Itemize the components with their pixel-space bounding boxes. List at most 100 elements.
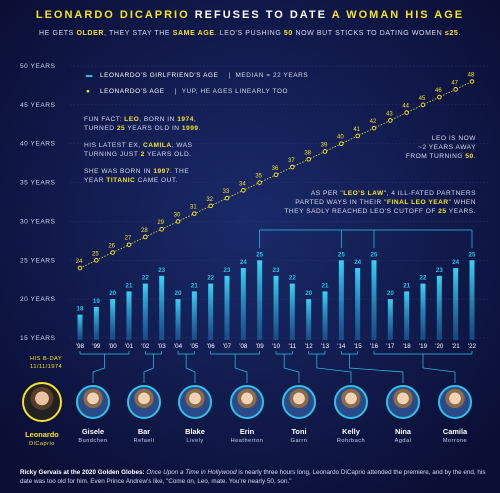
gf-bar [240, 268, 246, 340]
gf-value-label: 21 [191, 282, 198, 289]
dot-legend-icon: ● [86, 88, 91, 95]
leo-age-line: 24 25 26 27 28 29 30 31 32 33 34 35 36 37 38 39 40 41 42 43… [76, 73, 475, 271]
x-tick-label: '06 [207, 343, 216, 350]
person-bar: Bar Refaeli [117, 385, 171, 444]
gf-value-label: 18 [77, 306, 84, 313]
avatar [386, 385, 420, 419]
leo-age-label: 41 [353, 127, 360, 133]
leo-age-point [175, 219, 181, 224]
leo-age-point [77, 265, 83, 271]
avatar [438, 385, 472, 419]
leo-age-label: 35 [255, 174, 262, 180]
person-gisele: Gisele Bundchen [66, 385, 120, 444]
gf-value-label: 23 [158, 267, 165, 274]
gf-bar [126, 291, 132, 340]
y-tick-label: 50 YEARS [20, 63, 56, 70]
leo-age-label: 38 [304, 150, 311, 156]
gf-bar [453, 268, 459, 340]
avatar [127, 385, 161, 419]
gf-bar [289, 283, 295, 340]
annotation-titanic: SHE WAS BORN IN 1997. THE YEAR TITANIC C… [84, 168, 190, 184]
gf-bar [142, 283, 148, 340]
x-tick-label: '19 [419, 343, 428, 350]
connector-drop [283, 354, 300, 383]
leo-age-label: 46 [435, 88, 442, 94]
y-tick-label: 45 YEARS [20, 102, 56, 109]
annotation-leo-born: FUN FACT: LEO, BORN IN 1974, TURNED 25 Y… [84, 116, 201, 132]
annotation-leos-law: AS PER "LEO'S LAW", 4 ILL-FATED PARTNERS… [284, 190, 476, 215]
x-tick-label: '12 [305, 343, 314, 350]
leo-age-point [355, 133, 360, 139]
leo-age-point [437, 94, 442, 100]
y-tick-label: 35 YEARS [20, 180, 56, 187]
person-leonardo: Leonardo DiCaprio [15, 382, 69, 447]
leo-age-point [143, 234, 148, 240]
gf-value-label: 25 [256, 251, 263, 258]
connector-drop [143, 354, 154, 383]
leo-age-point [126, 242, 132, 248]
gf-bar [175, 299, 181, 340]
annotation-camila: HIS LATEST EX, CAMILA, WAS TURNING JUST … [84, 142, 193, 158]
connector-drop [92, 354, 105, 383]
leo-age-point [273, 172, 279, 178]
gf-value-label: 20 [109, 290, 116, 297]
partner-connectors [79, 351, 473, 383]
leo-age-label: 31 [190, 205, 197, 211]
bar-legend-icon: ▬ [86, 72, 93, 79]
leo-age-label: 27 [125, 236, 132, 242]
annotation-leo-now: LEO IS NOW ~2 YEARS AWAY FROM TURNING 50… [405, 135, 476, 160]
leo-age-label: 47 [451, 80, 458, 86]
x-tick-label: '09 [256, 343, 265, 350]
gf-bar [273, 275, 279, 340]
y-tick-label: 30 YEARS [20, 218, 56, 225]
gf-value-label: 20 [305, 290, 312, 297]
connector-drop [349, 354, 404, 383]
x-tick-label: '10 [272, 343, 281, 350]
gf-bar [338, 260, 344, 340]
gf-value-label: 22 [420, 275, 427, 282]
x-tick-label: '20 [435, 343, 444, 350]
y-tick-label: 40 YEARS [20, 141, 56, 148]
leo-age-point [110, 250, 115, 255]
gf-value-label: 22 [142, 275, 149, 282]
leo-age-point [290, 164, 295, 170]
connector-drop [422, 354, 456, 383]
leo-age-label: 40 [337, 135, 344, 141]
gf-value-label: 22 [207, 275, 214, 282]
avatar [76, 385, 110, 419]
leo-age-label: 25 [92, 251, 99, 257]
leo-age-label: 28 [141, 228, 148, 234]
x-tick-label: '11 [289, 343, 297, 350]
avatar [334, 385, 368, 419]
leo-age-point [322, 149, 328, 154]
x-tick-label: '05 [190, 343, 199, 350]
x-tick-label: '04 [174, 343, 183, 350]
gf-bar [355, 268, 361, 340]
leo-age-point [306, 156, 311, 162]
x-tick-labels: '98 '99 '00 '01 '02 '03 '04 '05 '06 '07 '08 '09 '10 '… [76, 343, 477, 350]
leo-age-label: 26 [108, 244, 115, 250]
person-nina: Nina Agdal [376, 385, 430, 444]
gf-bar [257, 260, 263, 340]
x-tick-label: '03 [158, 343, 167, 350]
gf-bar [159, 275, 165, 340]
gf-value-label: 21 [403, 282, 410, 289]
gf-bar [322, 291, 328, 340]
person-kelly: Kelly Rohrbach [324, 385, 378, 444]
y-tick-label: 25 YEARS [20, 257, 56, 264]
leo-age-label: 44 [402, 104, 409, 110]
gf-value-label: 25 [371, 251, 378, 258]
x-tick-label: '18 [403, 343, 412, 350]
page-subtitle: HE GETS OLDER, THEY STAY THE SAME AGE. L… [39, 30, 461, 37]
leo-age-label: 42 [370, 119, 377, 125]
x-tick-label: '99 [92, 343, 101, 350]
x-tick-label: '98 [76, 343, 85, 350]
avatar [230, 385, 264, 419]
avatar [282, 385, 316, 419]
gf-bar [469, 260, 475, 340]
gf-bar [371, 260, 377, 340]
avatar [178, 385, 212, 419]
x-tick-label: '00 [109, 343, 118, 350]
legend-leo: ● LEONARDO'S AGE | YUP, HE AGES LINEARLY T… [86, 88, 289, 95]
gf-bar [404, 291, 410, 340]
